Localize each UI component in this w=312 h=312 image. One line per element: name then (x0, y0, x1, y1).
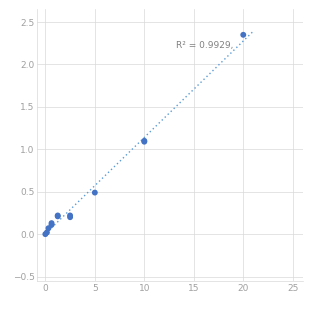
Point (55, 214, 60, 219)
Text: R² = 0.9929,: R² = 0.9929, (176, 41, 233, 50)
Point (68, 213, 73, 218)
Point (43, 232, 48, 236)
Point (68, 215, 73, 220)
Point (55, 213, 60, 218)
Point (92, 190, 97, 195)
Point (142, 139, 147, 144)
Point (44, 230, 49, 235)
Point (241, 32, 246, 37)
Point (46, 226, 51, 231)
Point (142, 138, 147, 143)
Point (49, 222, 54, 227)
Point (49, 221, 54, 226)
